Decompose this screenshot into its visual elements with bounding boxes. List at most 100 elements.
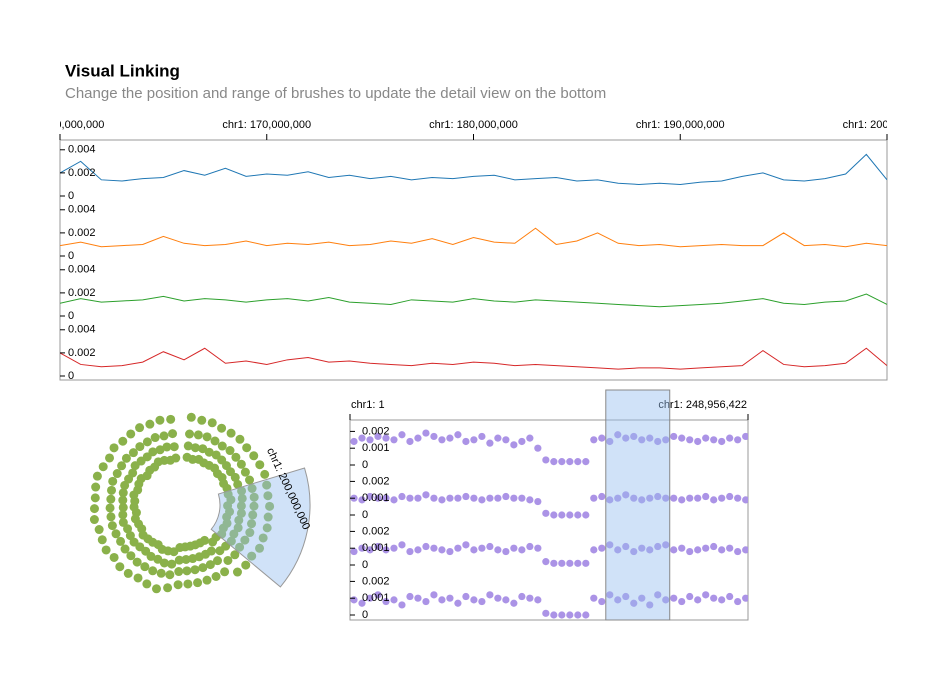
- ring-dot: [163, 583, 173, 593]
- ring-dot: [240, 535, 250, 545]
- scatter-dot: [702, 492, 710, 501]
- ring-dot: [233, 523, 243, 533]
- scatter-dot: [662, 494, 670, 502]
- scatter-dot: [574, 611, 582, 619]
- ring-dot: [123, 568, 133, 578]
- ring-dot: [107, 521, 117, 531]
- scatter-dot: [742, 496, 748, 504]
- scatter-dot: [382, 597, 390, 606]
- scatter-dot: [526, 496, 534, 504]
- ring-dot: [236, 508, 246, 518]
- y-tick-label: 0: [362, 609, 368, 621]
- scatter-dot: [358, 496, 366, 504]
- ring-dot: [168, 429, 178, 439]
- scatter-dot: [414, 594, 422, 602]
- x-tick-label: chr1: 200,000,000: [843, 119, 932, 131]
- scatter-dot: [454, 544, 462, 552]
- x-tick-label: chr1: 1: [351, 399, 385, 411]
- scatter-dot: [734, 436, 742, 444]
- scatter-dot: [630, 547, 638, 556]
- y-tick-label: 0: [68, 310, 74, 322]
- ring-dot: [198, 444, 208, 454]
- scatter-dot: [422, 597, 430, 606]
- scatter-dot: [694, 494, 702, 502]
- scatter-dot: [398, 431, 406, 439]
- scatter-dot: [646, 601, 654, 609]
- ring-dot: [258, 533, 268, 543]
- scatter-dot: [710, 594, 718, 602]
- y-tick-label: 0.002: [68, 287, 96, 299]
- ring-dot: [190, 565, 200, 575]
- scatter-dot: [638, 496, 646, 504]
- ring-dot: [213, 556, 223, 566]
- scatter-dot: [518, 437, 526, 446]
- scatter-dot: [670, 594, 678, 602]
- scatter-dot: [638, 544, 646, 552]
- scatter-dot: [662, 541, 670, 549]
- scatter-dot: [390, 596, 398, 604]
- scatter-dot: [718, 546, 726, 554]
- ring-dot: [142, 579, 152, 589]
- ring-dot: [120, 480, 130, 490]
- scatter-dot: [510, 599, 518, 607]
- ring-dot: [133, 573, 143, 583]
- scatter-dot: [446, 434, 454, 442]
- y-tick-label: 0: [362, 509, 368, 521]
- ring-dot: [121, 453, 131, 463]
- ring-dot: [126, 551, 136, 561]
- ring-dot: [111, 529, 121, 539]
- scatter-dot: [438, 496, 446, 504]
- plot-frame: [349, 419, 749, 621]
- scatter-dot: [382, 494, 390, 502]
- ring-dot: [247, 551, 257, 561]
- scatter-dot: [718, 596, 726, 604]
- ring-dot: [240, 467, 250, 477]
- scatter-dot: [734, 597, 742, 606]
- ring-dot: [245, 475, 255, 485]
- ring-dot: [120, 544, 130, 554]
- scatter-dot: [734, 547, 742, 556]
- scatter-dot: [614, 431, 622, 439]
- scatter-dot: [422, 542, 430, 551]
- scatter-dot: [374, 591, 382, 599]
- scatter-dot: [662, 436, 670, 444]
- scatter-dot: [686, 494, 694, 502]
- ring-dot: [245, 528, 255, 538]
- scatter-dot: [670, 546, 678, 554]
- ring-dot: [200, 535, 210, 545]
- scatter-dot: [470, 436, 478, 444]
- scatter-dot: [390, 544, 398, 552]
- scatter-dot: [598, 434, 606, 442]
- ring-dot: [183, 579, 193, 589]
- ring-dot: [108, 476, 118, 486]
- scatter-dot: [494, 546, 502, 554]
- scatter-dot: [550, 559, 558, 567]
- scatter-dot: [398, 541, 406, 549]
- ring-dot: [116, 536, 126, 546]
- scatter-dot: [494, 434, 502, 442]
- scatter-dot: [422, 429, 430, 437]
- scatter-dot: [726, 434, 734, 442]
- scatter-dot: [574, 511, 582, 519]
- ring-dot: [159, 431, 169, 441]
- y-tick-label: 0.002: [362, 575, 390, 587]
- scatter-dot: [374, 542, 382, 551]
- brush[interactable]: [605, 389, 671, 621]
- ring-dot: [181, 554, 191, 564]
- scatter-dot: [526, 434, 534, 442]
- scatter-dot: [462, 592, 470, 601]
- scatter-dot: [366, 546, 374, 554]
- scatter-dot: [630, 432, 638, 441]
- ring-dot: [226, 428, 236, 438]
- scatter-dot: [558, 458, 566, 466]
- scatter-dot: [390, 436, 398, 444]
- scatter-dot: [470, 494, 478, 502]
- scatter-dot: [622, 434, 630, 442]
- ring-dot: [153, 554, 163, 564]
- scatter-dot: [462, 492, 470, 501]
- scatter-dot: [654, 591, 662, 599]
- y-tick-label: 0.001: [362, 592, 390, 604]
- scatter-dot: [710, 436, 718, 444]
- brush[interactable]: [210, 467, 311, 588]
- scatter-dot: [582, 611, 590, 619]
